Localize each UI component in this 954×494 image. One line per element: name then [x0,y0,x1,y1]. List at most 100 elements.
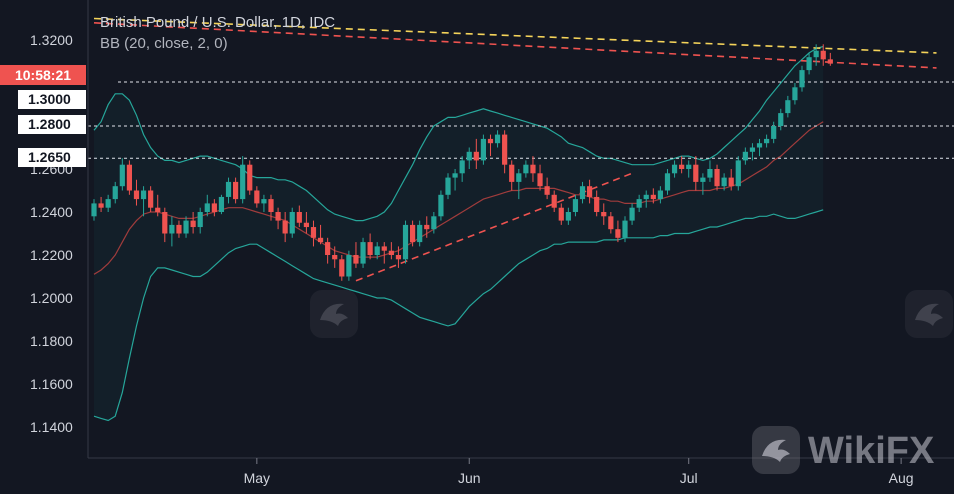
candle-body [530,164,536,174]
candle-body [721,177,727,187]
candle [636,194,642,212]
candle [296,205,302,228]
candle-body [105,199,111,208]
candle-body [240,164,246,200]
candle-body [650,194,656,200]
candle [459,156,465,182]
y-tick-label: 1.1600 [30,376,73,392]
candle [332,246,338,268]
candle-body [339,259,345,277]
candle [225,177,232,204]
candle [190,212,196,234]
candle-body [487,138,494,144]
candle-body [558,207,564,221]
candle [615,220,621,243]
candle-body [169,224,175,234]
candle-body [756,143,763,148]
candle [735,156,741,191]
candle-body [452,173,458,178]
candle-body [233,181,239,200]
candle-body [749,147,756,152]
candle [204,194,210,217]
candle-body [445,177,451,195]
candle-body [254,190,260,204]
candle [346,250,352,281]
candle [530,156,536,182]
candle-body [785,100,791,114]
x-tick-label: Aug [889,470,914,486]
y-tick-label: 1.1400 [30,419,73,435]
candle-body [714,169,720,187]
candle [572,194,579,217]
candle-body [353,255,359,264]
candle [679,156,685,174]
candle [523,160,529,178]
candle-body [587,186,593,197]
candle [785,95,791,118]
candle-body [190,220,196,228]
candle [148,186,154,212]
y-tick-label: 1.2000 [30,290,73,306]
watermark-text: WikiFX [808,430,935,472]
horizontal-levels [88,81,954,159]
watermark-logo-icon [310,290,358,338]
candle-body [700,177,706,182]
candle-body [225,181,232,197]
candle [438,190,444,221]
candle-body [148,190,154,208]
candle [771,121,777,144]
candle [742,147,748,165]
chart-title: British Pound / U.S. Dollar, 1D, IDC [100,14,336,31]
candle [155,194,161,217]
candle-body [183,220,189,234]
x-tick-label: Jun [458,470,481,486]
candle [197,207,203,234]
candle-body [502,134,508,165]
candle-body [544,186,550,195]
candle-body [516,173,522,182]
candle-body [551,194,557,208]
candle [594,190,600,217]
candle [487,134,494,157]
candle-body [820,50,826,60]
candle [693,156,699,191]
candle-body [367,242,373,255]
indicator-label: BB (20, close, 2, 0) [100,35,228,52]
candle [671,160,678,178]
candle-body [643,194,649,200]
candle [275,207,281,230]
candle [91,199,97,221]
candle [686,160,692,178]
candle-body [381,246,387,251]
candle [558,203,564,225]
candle [728,169,734,191]
candle-body [98,203,104,208]
x-axis: May Jun Jul Aug [88,457,954,486]
candle-body [537,173,543,187]
x-tick-label: May [244,470,270,486]
candle [303,212,309,234]
candle-body [346,255,352,277]
candle [325,237,331,264]
trend-lines [93,17,937,282]
candle-body [126,164,132,191]
trend-line [93,22,937,69]
candle [700,173,706,195]
candle [98,196,104,212]
candle [749,143,756,161]
candle-body [140,190,147,200]
candle [233,177,239,204]
candle-body [594,196,600,212]
candle [473,138,479,169]
candle [388,242,394,260]
candle-body [247,164,253,191]
candle-body [494,134,501,144]
candle [353,242,359,268]
candle [778,108,784,131]
candle-body [176,224,182,234]
candle [622,216,628,243]
candle-body [112,186,118,200]
x-tick-label: Jul [680,470,698,486]
candle [714,164,720,191]
